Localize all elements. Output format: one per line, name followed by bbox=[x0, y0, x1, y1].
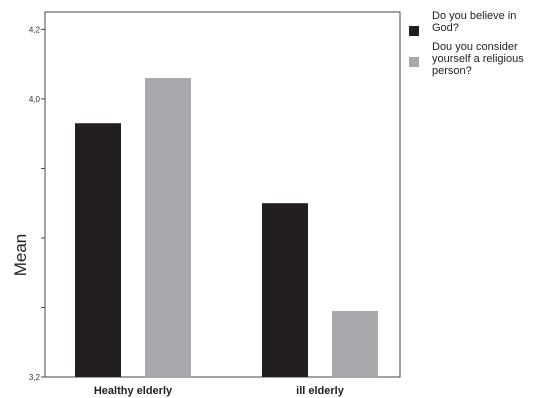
legend-item-religious-person: Dou you consider yourself a religious pe… bbox=[405, 41, 538, 77]
bar-ill-series-1 bbox=[262, 203, 308, 377]
bar-ill-series-2 bbox=[332, 310, 378, 377]
x-category-label: Healthy elderly bbox=[94, 385, 173, 397]
legend-item-believe-god: Do you believe in God? bbox=[405, 10, 538, 36]
plot-frame bbox=[44, 11, 401, 378]
plot-area-border bbox=[44, 11, 401, 378]
bars bbox=[75, 78, 378, 378]
y-axis-ticks: 3,2 4,0 4,2 bbox=[29, 25, 45, 382]
legend-swatch-believe-god bbox=[409, 26, 419, 36]
bar-healthy-series-2 bbox=[145, 78, 191, 378]
legend-label-religious-person: Dou you consider yourself a religious pe… bbox=[432, 41, 524, 77]
legend-label-believe-god: Do you believe in God? bbox=[432, 10, 517, 34]
legend-swatch-religious-person bbox=[409, 57, 419, 67]
y-tick-label: 3,2 bbox=[29, 373, 41, 382]
bar-healthy-series-1 bbox=[75, 123, 121, 377]
y-axis-title: Mean bbox=[11, 234, 30, 277]
y-tick-label: 4,0 bbox=[29, 95, 41, 104]
legend: Do you believe in God? Dou you consider … bbox=[405, 10, 538, 84]
x-axis-labels: Healthy elderly ill elderly bbox=[94, 385, 345, 397]
x-category-label: ill elderly bbox=[296, 385, 345, 397]
y-tick-label: 4,2 bbox=[29, 25, 41, 34]
